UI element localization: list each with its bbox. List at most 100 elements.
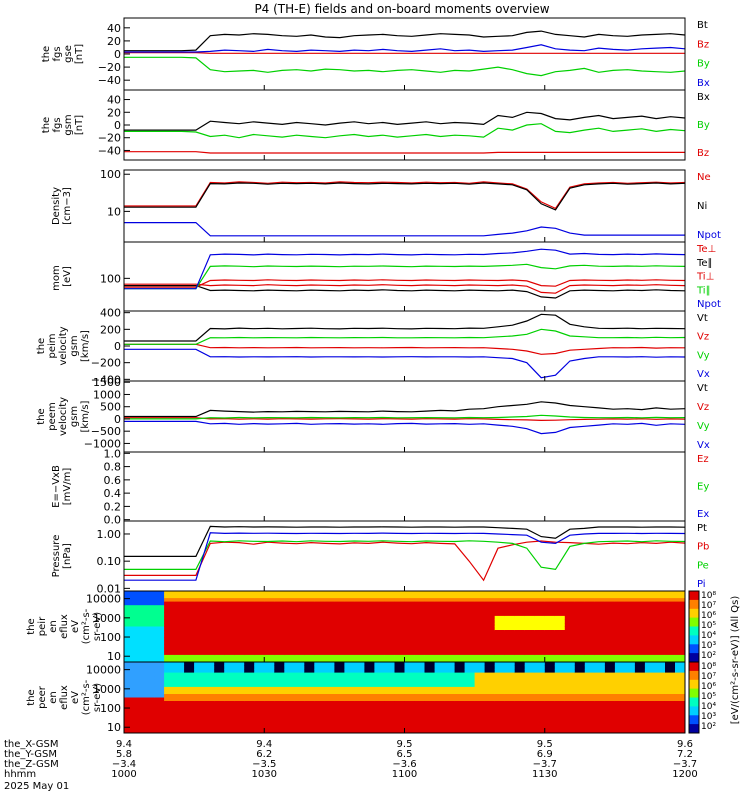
spectrogram-cell	[214, 665, 225, 670]
spectrogram-cell	[294, 676, 305, 681]
series-line-temps	[124, 263, 686, 290]
spectrogram-cell	[424, 601, 435, 606]
spectrogram-cell	[504, 647, 516, 652]
spectrogram-cell	[344, 725, 355, 730]
spectrogram-cell	[234, 626, 245, 631]
spectrogram-cell	[665, 722, 676, 727]
spectrogram-cell	[534, 718, 546, 723]
spectrogram-cell	[144, 654, 155, 659]
spectrogram-cell	[494, 711, 506, 716]
y-axis-label: [nT]	[74, 115, 85, 135]
spectrogram-cell	[644, 619, 656, 624]
spectrogram-cell	[654, 669, 666, 674]
spectrogram-cell	[564, 701, 576, 705]
spectrogram-cell	[524, 722, 536, 727]
spectrogram-cell	[234, 605, 245, 610]
spectrogram-cell	[524, 711, 536, 716]
colorbar-swatch	[689, 670, 699, 681]
spectrogram-cell	[164, 640, 175, 645]
spectrogram-cell	[364, 623, 375, 627]
spectrogram-cell	[384, 644, 395, 649]
spectrogram-cell	[424, 729, 435, 734]
spectrogram-cell	[524, 615, 536, 620]
spectrogram-cell	[164, 690, 175, 695]
spectrogram-cell	[124, 605, 135, 610]
spectrogram-cell	[414, 647, 425, 652]
spectrogram-cell	[584, 654, 596, 659]
spectrogram-cell	[524, 601, 536, 606]
spectrogram-cell	[604, 633, 616, 638]
spectrogram-cell	[324, 608, 335, 613]
spectrogram-cell	[334, 608, 345, 613]
spectrogram-cell	[544, 683, 556, 688]
spectrogram-cell	[494, 612, 506, 617]
spectrogram-cell	[424, 662, 435, 666]
spectrogram-cell	[404, 640, 415, 645]
spectrogram-cell	[344, 718, 355, 723]
spectrogram-cell	[424, 598, 435, 603]
y-tick-label: 0	[114, 340, 121, 353]
spectrogram-cell	[474, 601, 486, 606]
spectrogram-cell	[574, 708, 586, 713]
spectrogram-cell	[634, 640, 646, 645]
spectrogram-cell	[554, 704, 566, 709]
spectrogram-cell	[434, 662, 446, 666]
spectrogram-cell	[134, 605, 145, 610]
spectrogram-cell	[524, 644, 536, 649]
x-row-value: 1200	[672, 769, 697, 780]
spectrogram-cell	[494, 697, 506, 702]
spectrogram-cell	[604, 647, 616, 652]
spectrogram-cell	[214, 605, 225, 610]
spectrogram-cell	[464, 619, 476, 624]
spectrogram-cell	[544, 669, 556, 674]
y-axis-label: gse	[63, 45, 74, 63]
spectrogram-cell	[284, 644, 295, 649]
spectrogram-cell	[294, 633, 305, 638]
spectrogram-cell	[675, 701, 686, 705]
spectrogram-cell	[304, 598, 315, 603]
spectrogram-cell	[134, 647, 145, 652]
spectrogram-cell	[214, 626, 225, 631]
spectrogram-cell	[474, 640, 486, 645]
spectrogram-cell	[254, 715, 265, 720]
spectrogram-cell	[394, 665, 405, 670]
spectrogram-cell	[534, 651, 546, 656]
spectrogram-cell	[184, 690, 195, 695]
spectrogram-cell	[124, 612, 135, 617]
spectrogram-cell	[164, 701, 175, 705]
spectrogram-cell	[554, 686, 566, 691]
spectrogram-cell	[384, 711, 395, 716]
spectrogram-cell	[524, 633, 536, 638]
spectrogram-cell	[464, 665, 476, 670]
x-row-value: −3.5	[252, 759, 276, 770]
spectrogram-cell	[514, 594, 526, 599]
spectrogram-cell	[424, 704, 435, 709]
spectrogram-cell	[404, 633, 415, 638]
spectrogram-cell	[284, 711, 295, 716]
spectrogram-cell	[594, 690, 606, 695]
spectrogram-cell	[154, 676, 165, 681]
spectrogram-cell	[454, 591, 466, 595]
spectrogram-cell	[554, 694, 566, 698]
series-line-fgs_gse	[124, 52, 685, 54]
spectrogram-cell	[584, 715, 596, 720]
spectrogram-cell	[174, 623, 185, 627]
spectrogram-cell	[134, 683, 145, 688]
spectrogram-cell	[284, 647, 295, 652]
spectrogram-cell	[144, 722, 155, 727]
spectrogram-cell	[224, 722, 235, 727]
spectrogram-cell	[504, 676, 516, 681]
spectrogram-cell	[274, 697, 285, 702]
y-tick-label: −20	[98, 132, 121, 145]
spectrogram-cell	[424, 615, 435, 620]
spectrogram-cell	[464, 679, 476, 684]
spectrogram-cell	[464, 701, 476, 705]
spectrogram-cell	[644, 654, 656, 659]
spectrogram-cell	[264, 619, 275, 624]
spectrogram-cell	[254, 694, 265, 698]
spectrogram-cell	[254, 615, 265, 620]
spectrogram-cell	[264, 601, 275, 606]
spectrogram-cell	[254, 619, 265, 624]
spectrogram-cell	[524, 619, 536, 624]
